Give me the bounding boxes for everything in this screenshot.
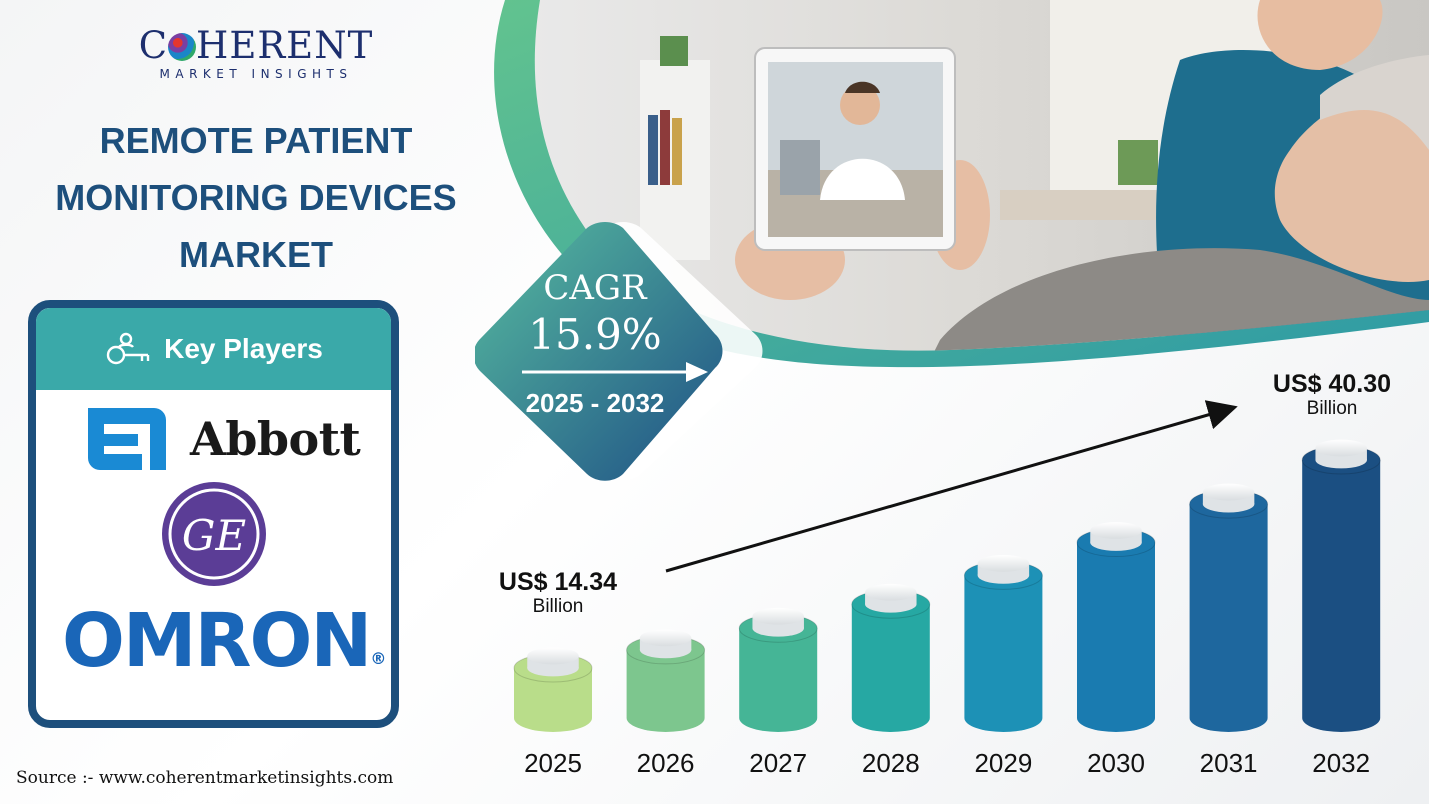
bar-2032	[1301, 439, 1381, 733]
key-players-heading: Key Players	[164, 333, 323, 364]
x-axis-ticks: 2025 2026 2027 2028 2029 2030 2031 2032	[524, 748, 1370, 778]
bar-cap-top-2031	[1202, 483, 1255, 501]
bar-2025	[513, 647, 593, 732]
bar-cap-base-2026	[639, 641, 692, 659]
x-tick-2031: 2031	[1200, 748, 1258, 778]
brand-globe-icon	[168, 33, 197, 61]
bar-cap-top-2026	[639, 629, 692, 647]
bar-body-2028	[851, 604, 930, 733]
bar-cap-base-2030	[1090, 534, 1142, 551]
bar-cap-top-2027	[752, 607, 804, 625]
bar-body-2031	[1189, 504, 1268, 733]
cagr-period: 2025 - 2032	[525, 388, 665, 418]
growth-trend-arrow	[665, 400, 1238, 573]
start-value-annotation: US$ 14.34 Billion	[478, 568, 638, 618]
bar-series	[513, 439, 1381, 733]
omron-wordmark: OMRON	[62, 598, 372, 684]
bar-cap-base-2028	[865, 595, 917, 613]
key-person-icon	[106, 332, 150, 365]
cagr-badge: CAGR 15.9% 2025 - 2032	[475, 222, 765, 484]
brand-name-prefix: C	[138, 24, 169, 67]
abbott-mark-icon	[88, 408, 166, 470]
cagr-label: CAGR	[543, 268, 647, 308]
bar-body-2030	[1077, 542, 1155, 732]
bar-2031	[1189, 483, 1269, 733]
x-tick-2027: 2027	[749, 748, 807, 778]
abbott-logo: Abbott	[84, 404, 361, 474]
key-players-card: Key Players Abbott GE OMRON®	[28, 300, 399, 728]
start-value-unit: Billion	[532, 596, 584, 617]
brand-logo: C HERENT MARKET INSIGHTS	[130, 26, 382, 82]
bar-cap-base-2025	[527, 659, 579, 677]
brand-name-suffix: HERENT	[196, 24, 374, 67]
x-tick-2032: 2032	[1312, 748, 1370, 778]
bar-cap-top-2032	[1315, 439, 1367, 457]
x-tick-2030: 2030	[1087, 748, 1145, 778]
bar-body-2029	[964, 575, 1043, 733]
omron-logo: OMRON®	[62, 598, 386, 684]
x-tick-2025: 2025	[524, 748, 582, 778]
bar-2026	[626, 629, 706, 733]
brand-name: C HERENT	[130, 26, 382, 66]
ge-monogram: GE	[182, 511, 246, 560]
cagr-diamond-shape	[475, 222, 763, 481]
cagr-value: 15.9%	[528, 310, 662, 359]
brand-tagline: MARKET INSIGHTS	[159, 67, 353, 81]
bar-2027	[738, 607, 818, 733]
bar-body-2025	[514, 668, 592, 732]
bar-cap-base-2032	[1315, 451, 1367, 469]
x-tick-2026: 2026	[637, 748, 695, 778]
bar-body-2026	[626, 649, 705, 733]
page-title: REMOTE PATIENT MONITORING DEVICES MARKET	[55, 120, 457, 275]
bar-cap-top-2029	[977, 554, 1030, 572]
arrow-right-icon	[522, 362, 708, 382]
bar-2028	[851, 583, 931, 733]
registered-mark: ®	[370, 649, 387, 668]
bar-cap-top-2025	[527, 647, 579, 665]
key-players-header: Key Players	[36, 308, 391, 390]
bar-cap-base-2029	[977, 566, 1030, 584]
abbott-wordmark: Abbott	[190, 412, 361, 466]
start-value-amount: US$ 14.34	[498, 568, 618, 596]
bar-2029	[963, 554, 1043, 733]
bar-2030	[1076, 522, 1156, 732]
end-value-unit: Billion	[1306, 398, 1358, 419]
bar-body-2032	[1302, 460, 1381, 733]
bar-cap-base-2031	[1202, 495, 1255, 513]
bar-cap-top-2030	[1090, 522, 1142, 539]
end-value-amount: US$ 40.30	[1272, 370, 1392, 398]
bar-cap-top-2028	[865, 583, 917, 601]
bar-cap-base-2027	[752, 619, 804, 637]
end-value-annotation: US$ 40.30 Billion	[1262, 370, 1402, 420]
ge-logo: GE	[162, 482, 266, 586]
x-tick-2029: 2029	[974, 748, 1032, 778]
x-tick-2028: 2028	[862, 748, 920, 778]
bar-body-2027	[739, 628, 818, 733]
source-citation: Source :- www.coherentmarketinsights.com	[16, 768, 394, 788]
